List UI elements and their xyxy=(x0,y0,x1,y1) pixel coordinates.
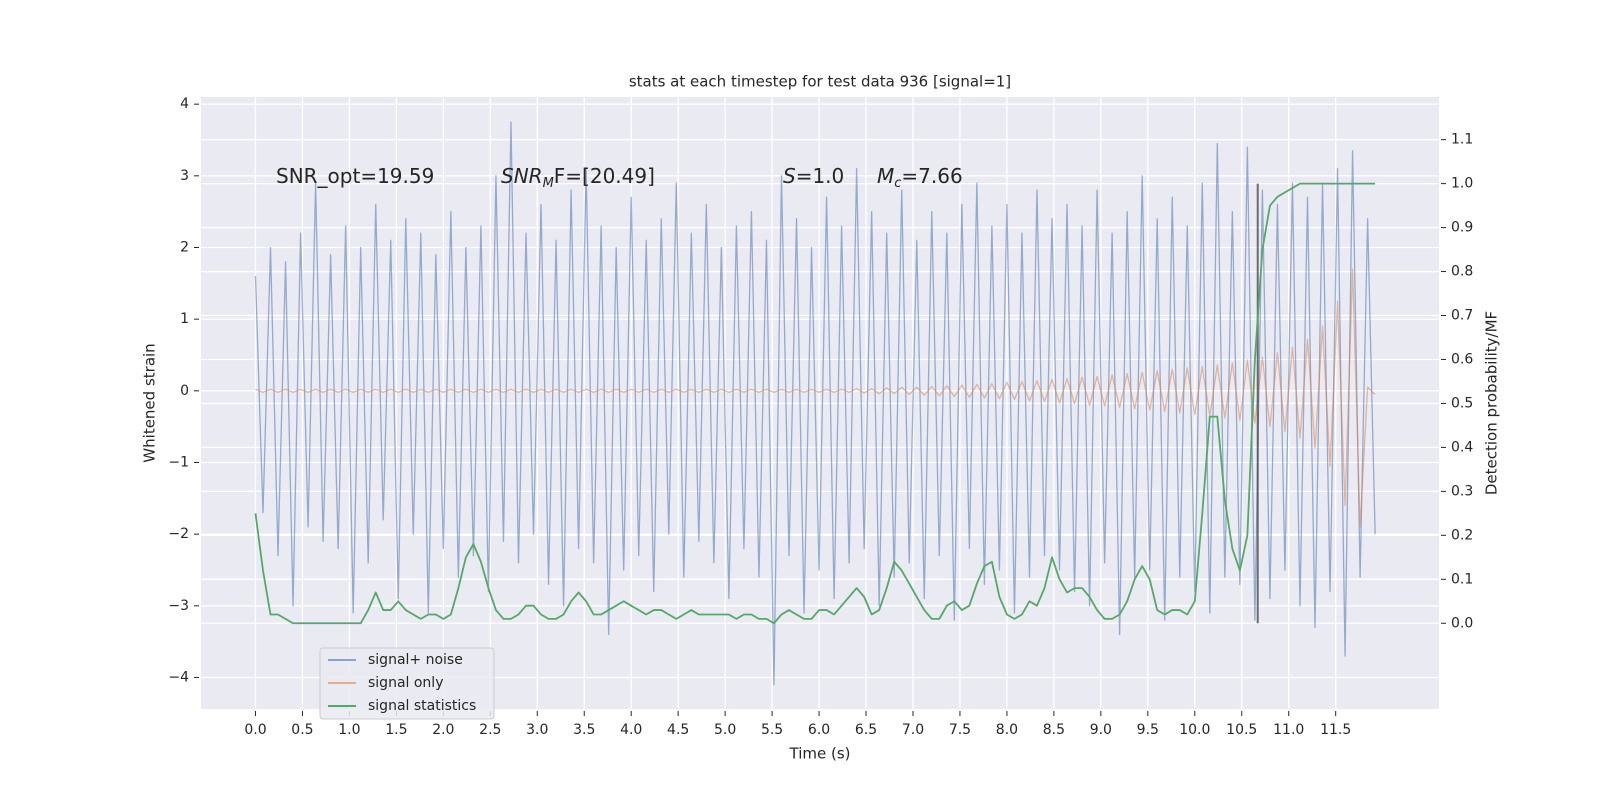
series-line xyxy=(254,182,1376,625)
x-tick-label: 0.0 xyxy=(244,722,266,738)
y-tick-label: −4 xyxy=(168,669,189,685)
x-axis-label: Time (s) xyxy=(789,745,851,763)
x-tick-label: 6.5 xyxy=(855,722,877,738)
x-tick-label: 8.0 xyxy=(996,722,1018,738)
x-tick-label: 2.0 xyxy=(432,722,454,738)
x-tick-label: 7.5 xyxy=(949,722,971,738)
y2-tick-label: 0.2 xyxy=(1451,527,1473,543)
y2-tick-label: 0.0 xyxy=(1451,615,1473,631)
annotation: SNRMF=[20.49] xyxy=(501,164,655,191)
annotation-part: M xyxy=(543,176,554,191)
x-tick-label: 11.0 xyxy=(1273,722,1304,738)
x-tick-label: 3.0 xyxy=(526,722,548,738)
legend-box xyxy=(319,647,495,720)
series-line xyxy=(254,121,1376,686)
x-tick-label: 3.5 xyxy=(573,722,595,738)
annotation: SNR_opt=19.59 xyxy=(276,164,434,188)
y2-tick-label: 0.1 xyxy=(1451,571,1473,587)
chart-title: stats at each timestep for test data 936… xyxy=(629,73,1011,91)
legend-label: signal+ noise xyxy=(368,652,463,668)
y2-tick-label: 0.9 xyxy=(1451,220,1473,236)
y2-tick-label: 1.1 xyxy=(1451,132,1473,148)
x-tick-label: 9.5 xyxy=(1137,722,1159,738)
annotation-part: =7.66 xyxy=(901,164,962,188)
annotation-part: F=[20.49] xyxy=(554,164,655,188)
y-tick-label: −1 xyxy=(168,454,189,470)
y2-tick-label: 0.3 xyxy=(1451,483,1473,499)
y-tick-label: 1 xyxy=(180,311,189,327)
y-tick-label: 2 xyxy=(180,239,189,255)
y2-tick-label: 0.4 xyxy=(1451,439,1473,455)
y-tick-label: 0 xyxy=(180,383,189,399)
annotation-part: c xyxy=(894,176,901,191)
x-tick-label: 1.0 xyxy=(338,722,360,738)
y2-tick-label: 0.8 xyxy=(1451,264,1473,280)
y-axis-label: Whitened strain xyxy=(141,343,159,462)
x-tick-label: 6.0 xyxy=(808,722,830,738)
y-tick-label: −2 xyxy=(168,526,189,542)
annotation-part: S xyxy=(783,164,796,188)
y-tick-label: 4 xyxy=(180,96,189,112)
y-tick-label: 3 xyxy=(180,168,189,184)
x-tick-label: 11.5 xyxy=(1320,722,1351,738)
annotation-part: =1.0 xyxy=(796,164,845,188)
x-tick-label: 5.0 xyxy=(714,722,736,738)
legend-label: signal statistics xyxy=(368,698,476,714)
x-tick-label: 0.5 xyxy=(291,722,313,738)
x-tick-label: 1.5 xyxy=(385,722,407,738)
y2-tick-label: 0.6 xyxy=(1451,351,1473,367)
annotation-part: M xyxy=(877,164,894,188)
x-tick-label: 8.5 xyxy=(1043,722,1065,738)
y2-tick-label: 1.0 xyxy=(1451,176,1473,192)
annotation: Mc=7.66 xyxy=(877,164,963,191)
y2-axis-label: Detection probability/MF xyxy=(1483,311,1501,495)
x-tick-label: 7.0 xyxy=(902,722,924,738)
series-line xyxy=(255,268,1376,528)
y2-tick-label: 0.7 xyxy=(1451,308,1473,324)
x-tick-label: 4.5 xyxy=(667,722,689,738)
x-tick-label: 10.0 xyxy=(1179,722,1210,738)
x-tick-label: 9.0 xyxy=(1090,722,1112,738)
y-tick-label: −3 xyxy=(168,598,189,614)
x-tick-label: 2.5 xyxy=(479,722,501,738)
x-tick-label: 4.0 xyxy=(620,722,642,738)
annotation-part: SNR_opt=19.59 xyxy=(276,164,434,188)
y2-tick-label: 0.5 xyxy=(1451,395,1473,411)
x-tick-label: 10.5 xyxy=(1226,722,1257,738)
x-tick-label: 5.5 xyxy=(761,722,783,738)
annotation: S=1.0 xyxy=(783,164,844,188)
annotation-part: SNR xyxy=(501,164,543,188)
legend-label: signal only xyxy=(368,675,443,691)
